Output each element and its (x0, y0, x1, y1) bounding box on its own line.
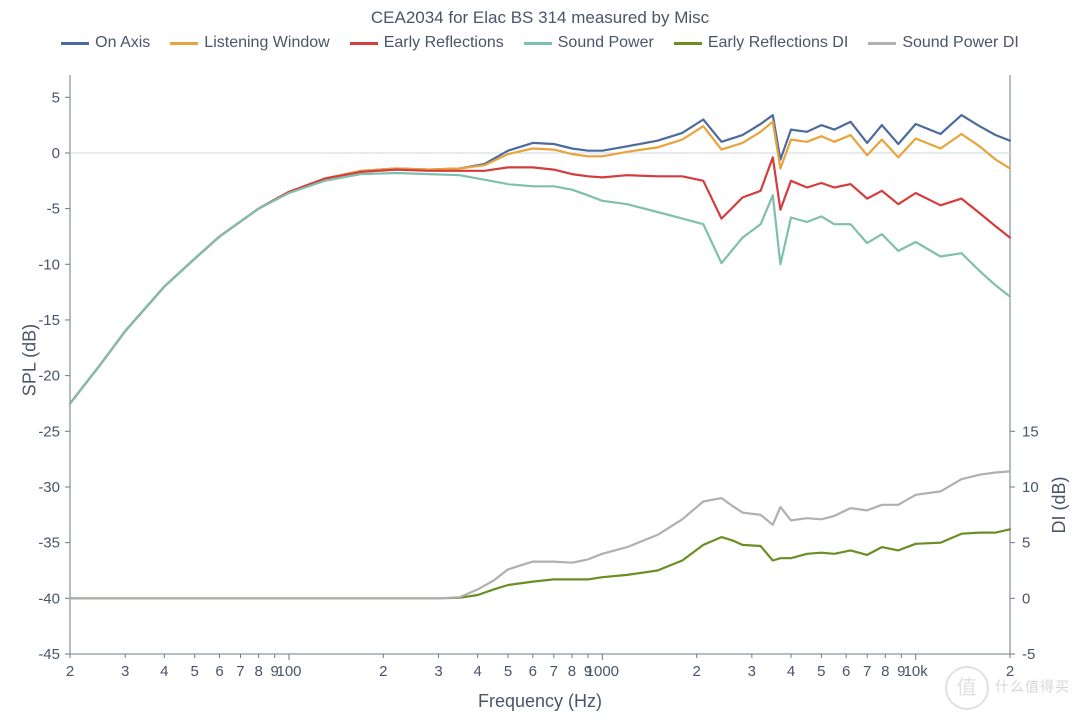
svg-text:-35: -35 (38, 535, 60, 552)
svg-text:8: 8 (881, 663, 889, 680)
svg-text:-45: -45 (38, 646, 60, 663)
svg-text:7: 7 (863, 663, 871, 680)
svg-text:3: 3 (748, 663, 756, 680)
svg-text:-5: -5 (1022, 646, 1035, 663)
svg-text:-25: -25 (38, 423, 60, 440)
svg-text:6: 6 (529, 663, 537, 680)
series-line (70, 157, 1010, 403)
svg-text:5: 5 (817, 663, 825, 680)
watermark-icon: 值 (945, 666, 989, 710)
svg-text:-40: -40 (38, 590, 60, 607)
svg-text:4: 4 (473, 663, 481, 680)
chart-svg: 100100010k2345678923456789234567892-45-4… (0, 0, 1080, 720)
svg-text:100: 100 (276, 663, 301, 680)
watermark: 值什么值得买 (945, 666, 1070, 710)
svg-text:8: 8 (568, 663, 576, 680)
svg-text:-20: -20 (38, 368, 60, 385)
svg-text:9: 9 (584, 663, 592, 680)
series-line (70, 529, 1010, 598)
svg-text:-10: -10 (38, 256, 60, 273)
svg-text:7: 7 (236, 663, 244, 680)
svg-text:8: 8 (254, 663, 262, 680)
series-line (70, 122, 1010, 404)
svg-text:-15: -15 (38, 312, 60, 329)
svg-text:7: 7 (550, 663, 558, 680)
svg-text:2: 2 (379, 663, 387, 680)
svg-text:2: 2 (66, 663, 74, 680)
series-line (70, 173, 1010, 404)
svg-text:6: 6 (842, 663, 850, 680)
svg-text:5: 5 (191, 663, 199, 680)
svg-text:10k: 10k (904, 663, 929, 680)
svg-text:9: 9 (897, 663, 905, 680)
watermark-text: 什么值得买 (995, 679, 1070, 695)
svg-text:9: 9 (271, 663, 279, 680)
svg-text:6: 6 (215, 663, 223, 680)
svg-text:5: 5 (52, 89, 60, 106)
svg-text:0: 0 (1022, 590, 1030, 607)
svg-text:-5: -5 (47, 201, 60, 218)
svg-text:3: 3 (434, 663, 442, 680)
svg-text:3: 3 (121, 663, 129, 680)
series-line (70, 115, 1010, 403)
svg-text:10: 10 (1022, 479, 1039, 496)
series-line (70, 471, 1010, 598)
svg-text:15: 15 (1022, 423, 1039, 440)
svg-text:0: 0 (52, 145, 60, 162)
chart-container: CEA2034 for Elac BS 314 measured by Misc… (0, 0, 1080, 720)
svg-text:4: 4 (160, 663, 168, 680)
svg-text:-30: -30 (38, 479, 60, 496)
svg-text:4: 4 (787, 663, 795, 680)
svg-text:5: 5 (1022, 535, 1030, 552)
svg-text:5: 5 (504, 663, 512, 680)
svg-text:2: 2 (692, 663, 700, 680)
